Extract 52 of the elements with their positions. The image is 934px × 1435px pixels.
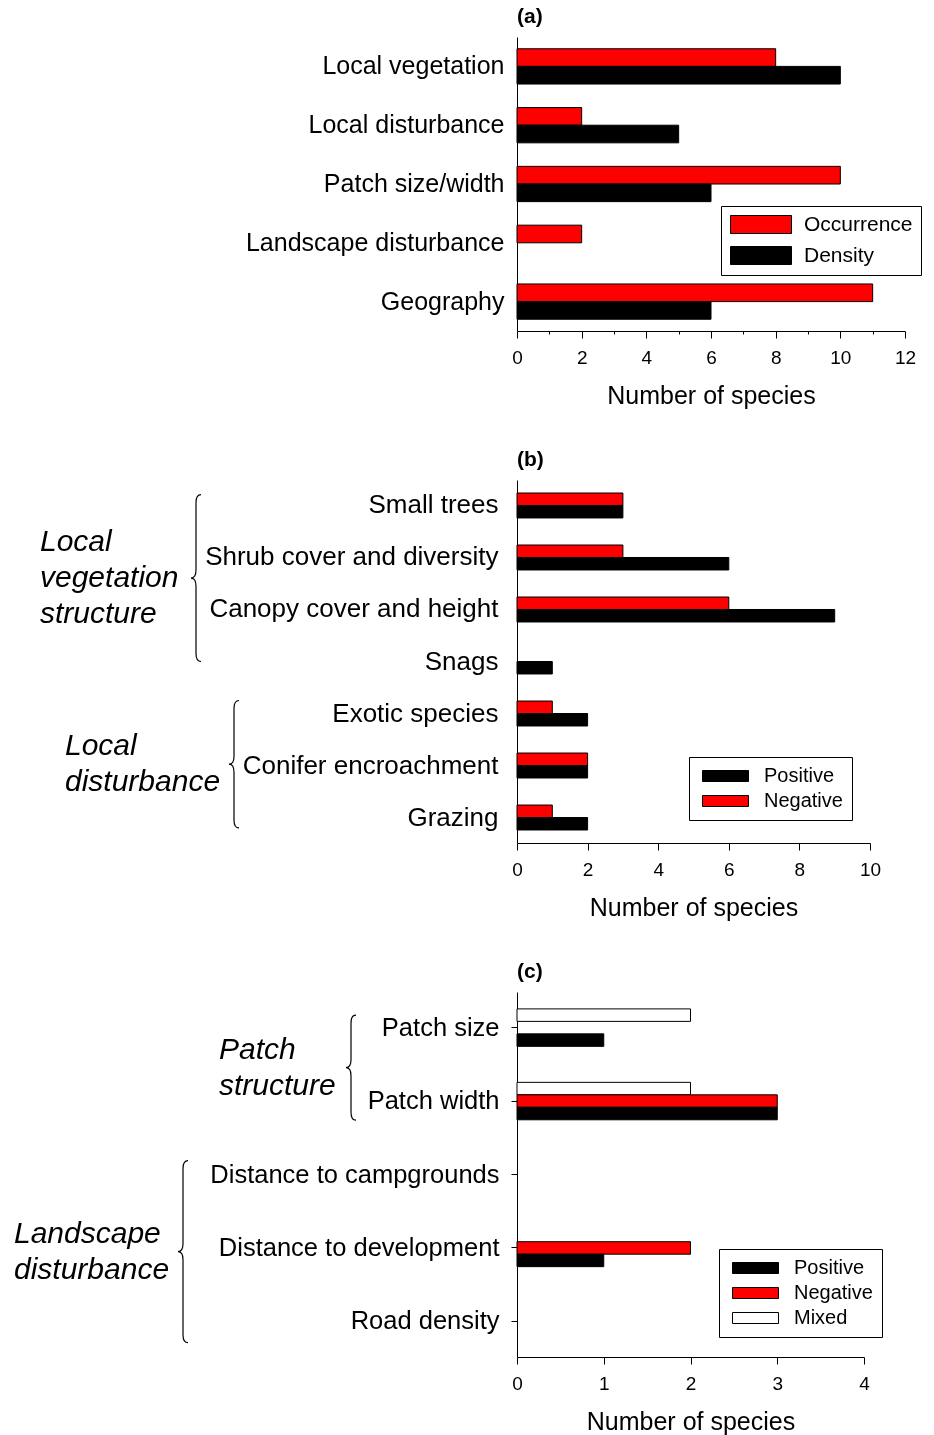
text: Local vegetation structure	[40, 524, 179, 630]
chart-title: (a)	[517, 4, 543, 27]
y-tick-label: Small trees	[368, 489, 499, 520]
text: Patch structure	[219, 1031, 336, 1101]
x-tick-label: 0	[512, 858, 523, 880]
y-tick-label: Snags	[424, 645, 499, 676]
x-axis-title: Number of species	[589, 892, 799, 921]
x-axis-title: Number of species	[607, 380, 816, 409]
x-axis-title: Number of species	[586, 1406, 796, 1435]
legend-label: Negative	[764, 789, 843, 811]
y-tick-label: Patch width	[367, 1086, 500, 1115]
x-tick-label: 10	[830, 346, 852, 368]
chart-title: (c)	[517, 959, 543, 982]
text: Landscape disturbance	[14, 1215, 170, 1285]
y-tick-label: Patch size	[381, 1012, 500, 1041]
x-tick-label: 10	[859, 858, 882, 880]
x-tick-label: 4	[653, 858, 665, 880]
y-tick-label: Road density	[350, 1306, 500, 1335]
y-tick-label: Conifer encroachment	[242, 749, 500, 780]
y-tick-label: Landscape disturbance	[245, 227, 505, 256]
legend-label: Density	[804, 242, 875, 266]
legend-label: Mixed	[794, 1306, 848, 1328]
legend-label: Occurrence	[804, 211, 913, 235]
x-tick-label: 0	[512, 346, 523, 368]
y-tick-label: Canopy cover and height	[209, 593, 500, 624]
x-tick-label: 2	[582, 858, 594, 880]
text: Local disturbance	[65, 728, 221, 798]
y-tick-label: Distance to campgrounds	[210, 1159, 500, 1188]
legend-label: Positive	[794, 1256, 865, 1278]
x-tick-label: 2	[576, 346, 588, 368]
y-tick-label: Local vegetation	[322, 51, 505, 80]
y-tick-label: Patch size/width	[323, 169, 505, 197]
x-tick-label: 4	[641, 346, 653, 368]
x-tick-label: 6	[706, 346, 717, 368]
x-tick-label: 3	[772, 1372, 784, 1394]
x-tick-label: 8	[770, 346, 782, 368]
x-tick-label: 6	[724, 858, 735, 880]
y-tick-label: Geography	[380, 286, 505, 315]
x-tick-label: 8	[794, 858, 806, 880]
y-tick-label: Shrub cover and diversity	[205, 541, 499, 572]
legend-label: Negative	[794, 1281, 873, 1303]
chart-title: (b)	[517, 447, 544, 470]
y-tick-label: Grazing	[407, 801, 499, 832]
x-tick-label: 12	[894, 346, 917, 368]
x-tick-label: 2	[685, 1372, 697, 1394]
y-tick-label: Distance to development	[218, 1232, 500, 1261]
y-tick-label: Exotic species	[332, 697, 499, 728]
x-tick-label: 1	[598, 1372, 610, 1394]
x-tick-label: 4	[859, 1372, 871, 1394]
legend-label: Positive	[764, 764, 835, 786]
x-tick-label: 0	[512, 1372, 523, 1394]
y-tick-label: Local disturbance	[308, 110, 505, 139]
